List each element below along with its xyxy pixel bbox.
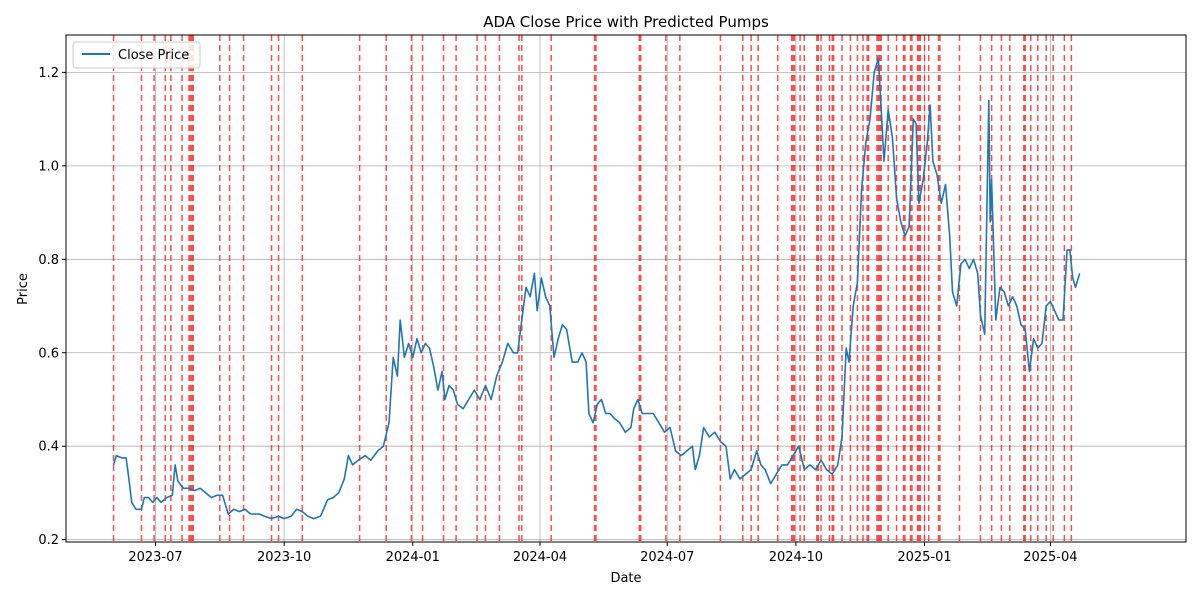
x-tick-label: 2025-01 [897,550,951,565]
x-tick-label: 2024-04 [513,550,567,565]
legend-box [72,41,201,69]
price-series [112,57,1081,520]
x-tick-label: 2024-01 [386,550,440,565]
legend: Close Price [72,41,201,69]
x-tick-label: 2024-07 [640,550,694,565]
x-axis: 2023-07 2023-10 2024-01 2024-04 2024-07 2024-… [128,542,1078,565]
y-axis-label: Price [16,273,31,305]
y-tick-label: 1.2 [38,66,59,81]
y-tick-label: 0.4 [38,440,59,455]
x-axis-label: Date [610,571,641,586]
x-tick-label: 2023-07 [128,550,182,565]
chart-title: ADA Close Price with Predicted Pumps [483,13,769,31]
close-price-line [112,57,1081,520]
plot-frame [65,34,1187,543]
y-tick-label: 0.8 [38,253,59,268]
y-tick-label: 0.6 [38,346,59,361]
predicted-pumps [112,35,1073,542]
y-tick-label: 1.0 [38,159,59,174]
legend-entry-close-price: Close Price [118,48,189,63]
y-tick-label: 0.2 [38,533,59,548]
x-tick-label: 2023-10 [257,550,311,565]
x-tick-label: 2024-10 [769,550,823,565]
y-axis: 0.2 0.4 0.6 0.8 1.0 1.2 [38,66,66,548]
x-tick-label: 2025-04 [1023,550,1077,565]
